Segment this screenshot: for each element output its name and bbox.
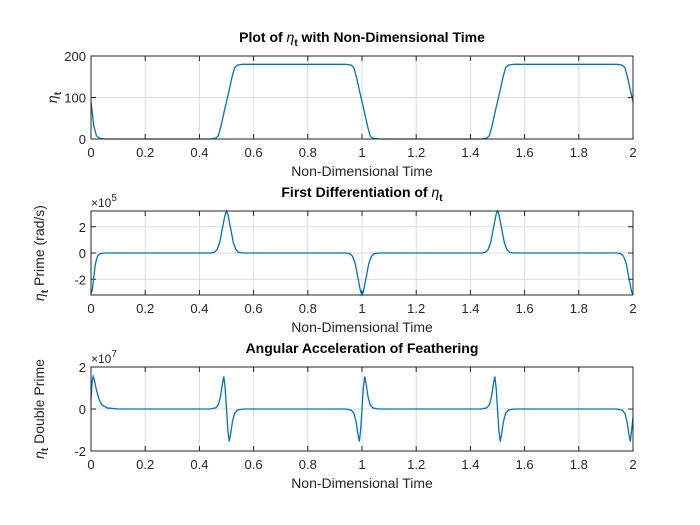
x-axis-label: Non-Dimensional Time xyxy=(291,319,433,335)
x-tick-label: 1.8 xyxy=(570,145,588,160)
y-axis-label-eta: η xyxy=(44,95,60,103)
x-tick-label: 0 xyxy=(87,145,94,160)
axes-box xyxy=(90,366,634,452)
x-tick-label: 0.4 xyxy=(190,145,208,160)
y-axis-label: ηt Prime (rad/s) xyxy=(31,205,51,301)
x-tick-label: 1.6 xyxy=(516,145,534,160)
series-line xyxy=(90,209,634,297)
x-tick-label: 1.4 xyxy=(461,145,479,160)
x-tick-label: 1 xyxy=(358,145,365,160)
x-tick-label: 0.2 xyxy=(136,457,154,472)
axis-multiplier: ×107 xyxy=(91,349,117,366)
y-tick-label: 2 xyxy=(79,360,86,375)
x-tick-label: 1.6 xyxy=(516,301,534,316)
y-axis-label-eta: η xyxy=(31,451,47,459)
x-tick-label: 2 xyxy=(629,457,636,472)
x-tick-label: 0.2 xyxy=(136,145,154,160)
multiplier-base: ×10 xyxy=(91,352,112,366)
y-axis-label: ηt xyxy=(44,91,64,103)
chart-title-text: Angular Acceleration of Feathering xyxy=(246,340,479,356)
x-tick-label: 0.6 xyxy=(245,145,263,160)
y-axis-label-eta: η xyxy=(31,293,47,301)
series-line xyxy=(90,63,634,140)
chart-title: First Differentiation of ηt xyxy=(281,184,443,204)
x-tick-label: 0.4 xyxy=(190,301,208,316)
x-tick-label: 1.4 xyxy=(461,457,479,472)
x-tick-label: 1.2 xyxy=(407,301,425,316)
axes-box xyxy=(90,55,634,140)
axes-box xyxy=(90,210,634,296)
x-tick-label: 0.8 xyxy=(299,301,317,316)
chart-title: Plot of ηt with Non-Dimensional Time xyxy=(239,29,485,49)
x-tick-label: 1.8 xyxy=(570,301,588,316)
x-tick-label: 1 xyxy=(358,301,365,316)
axis-multiplier: ×105 xyxy=(91,193,117,210)
x-tick-label: 0.2 xyxy=(136,301,154,316)
y-tick-label: 100 xyxy=(64,91,86,106)
x-tick-label: 0.8 xyxy=(299,145,317,160)
x-tick-label: 1.4 xyxy=(461,301,479,316)
series-line xyxy=(90,373,634,442)
chart-title-eta: η xyxy=(432,184,440,200)
y-tick-label: 200 xyxy=(64,49,86,64)
x-tick-label: 2 xyxy=(629,145,636,160)
y-tick-label: -2 xyxy=(74,272,86,287)
x-tick-label: 0.6 xyxy=(245,301,263,316)
x-axis-label: Non-Dimensional Time xyxy=(291,163,433,179)
x-tick-label: 1 xyxy=(358,457,365,472)
y-tick-label: 0 xyxy=(79,246,86,261)
multiplier-exponent: 5 xyxy=(111,193,117,204)
x-axis-label: Non-Dimensional Time xyxy=(291,475,433,491)
x-tick-label: 0.8 xyxy=(299,457,317,472)
y-axis-label-subscript: t xyxy=(40,447,51,451)
x-tick-label: 1.6 xyxy=(516,457,534,472)
y-tick-label: 0 xyxy=(79,132,86,147)
y-tick-label: 0 xyxy=(79,402,86,417)
chart-title-eta: η xyxy=(287,29,295,45)
x-tick-label: 0 xyxy=(87,301,94,316)
x-tick-label: 1.2 xyxy=(407,457,425,472)
axes-1: 0 0.2 0.4 0.6 0.8 1 1.2 1.4 1.6 1.8 2 0 100 200 Plot o… xyxy=(44,29,637,179)
chart-title-text: First Differentiation of xyxy=(281,184,431,200)
x-tick-label: 0.4 xyxy=(190,457,208,472)
chart-title-subscript: t xyxy=(439,193,443,204)
y-axis-label-suffix: Double Prime xyxy=(31,359,47,448)
y-axis-label: ηt Double Prime xyxy=(31,359,51,459)
y-axis-label-suffix: Prime (rad/s) xyxy=(31,205,47,290)
y-axis-label-subscript: t xyxy=(53,91,64,95)
x-tick-label: 1.2 xyxy=(407,145,425,160)
chart-title-text: Plot of xyxy=(239,29,286,45)
chart-title-suffix: with Non-Dimensional Time xyxy=(298,29,485,45)
x-tick-label: 1.8 xyxy=(570,457,588,472)
chart-title: Angular Acceleration of Feathering xyxy=(246,340,479,356)
chart-title-subscript: t xyxy=(294,38,298,49)
multiplier-base: ×10 xyxy=(91,196,112,210)
y-tick-label: 2 xyxy=(79,220,86,235)
y-axis-label-subscript: t xyxy=(40,289,51,293)
x-tick-label: 0 xyxy=(87,457,94,472)
x-tick-label: 0.6 xyxy=(245,457,263,472)
y-tick-label: -2 xyxy=(74,444,86,459)
multiplier-exponent: 7 xyxy=(111,349,117,360)
x-tick-label: 2 xyxy=(629,301,636,316)
